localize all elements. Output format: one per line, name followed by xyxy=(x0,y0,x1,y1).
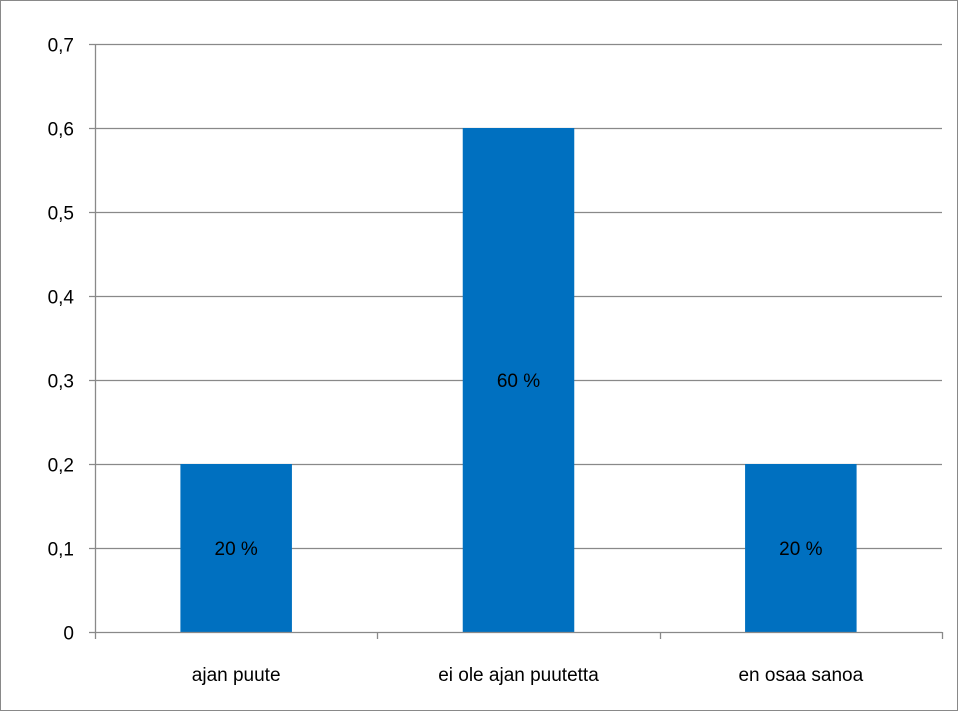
y-tick-label: 0,6 xyxy=(48,120,74,141)
data-label: 20 % xyxy=(779,539,822,560)
y-tick-label: 0,4 xyxy=(48,288,75,309)
axes xyxy=(89,44,944,639)
bars xyxy=(180,128,857,632)
x-category-label: en osaa sanoa xyxy=(738,665,863,686)
data-label: 60 % xyxy=(497,371,540,392)
bar xyxy=(180,464,292,632)
bar xyxy=(745,464,857,632)
y-tick-label: 0,2 xyxy=(48,456,74,477)
y-tick-label: 0,7 xyxy=(48,36,74,57)
y-tick-label: 0,3 xyxy=(48,372,74,393)
bar xyxy=(462,128,575,632)
x-category-label: ei ole ajan puutetta xyxy=(438,665,599,686)
data-label: 20 % xyxy=(215,539,258,560)
y-tick-label: 0 xyxy=(63,624,74,645)
x-category-label: ajan puute xyxy=(192,665,281,686)
y-tick-label: 0,1 xyxy=(48,540,74,561)
y-tick-label: 0,5 xyxy=(48,204,74,225)
labels: 0 0,1 0,2 0,3 0,4 0,5 0,6 0,7 ajan puute 20 % ei o… xyxy=(48,36,864,687)
